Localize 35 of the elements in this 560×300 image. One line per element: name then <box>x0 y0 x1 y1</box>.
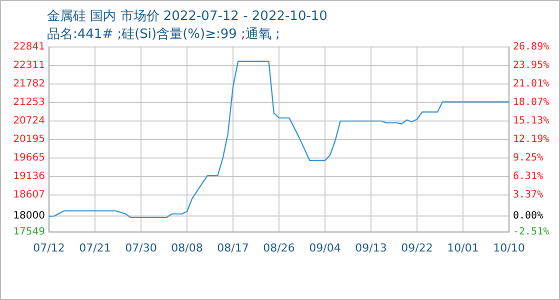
y2-tick-label: 26.89% <box>513 42 550 53</box>
y2-tick-label: 0.00% <box>513 210 544 222</box>
y2-tick-label: -2.51% <box>513 226 550 238</box>
y2-tick-label: 18.07% <box>513 97 550 108</box>
chart-title: 金属硅 国内 市场价 2022-07-12 - 2022-10-10 <box>47 8 328 25</box>
x-tick-label: 08/08 <box>171 241 203 254</box>
y-tick-label: 20724 <box>13 116 45 127</box>
x-tick-label: 07/12 <box>33 241 65 254</box>
x-tick-label: 10/10 <box>493 241 525 254</box>
y2-tick-label: 12.19% <box>513 134 550 145</box>
y2-tick-label: 3.37% <box>513 189 544 200</box>
y2-tick-label: 21.01% <box>513 78 550 90</box>
x-tick-label: 07/30 <box>125 241 157 254</box>
y-tick-label: 19665 <box>13 152 45 164</box>
x-tick-label: 07/21 <box>79 241 111 254</box>
x-tick-label: 09/13 <box>355 241 387 254</box>
x-tick-label: 09/04 <box>309 241 341 254</box>
y-tick-label: 21253 <box>13 97 45 108</box>
y-tick-label: 18000 <box>13 210 45 222</box>
x-tick-label: 10/01 <box>447 241 479 254</box>
y2-tick-label: 6.31% <box>513 170 544 182</box>
y2-tick-label: 9.25% <box>513 152 544 164</box>
y-tick-label: 19136 <box>13 170 45 182</box>
y-tick-label: 17549 <box>13 226 45 238</box>
y-tick-label: 20195 <box>13 134 45 145</box>
y2-tick-label: 15.13% <box>513 116 550 127</box>
x-tick-label: 09/22 <box>401 241 433 254</box>
x-tick-label: 08/26 <box>263 241 295 254</box>
y-tick-label: 22841 <box>13 42 45 53</box>
chart-subtitle: 品名:441# ;硅(Si)含量(%)≥:99 ;通氧 ; <box>47 26 280 43</box>
y-tick-label: 22311 <box>13 60 45 72</box>
x-tick-label: 08/17 <box>217 241 249 254</box>
y2-tick-label: 23.95% <box>513 60 550 72</box>
y-tick-label: 21782 <box>13 78 45 90</box>
y-tick-label: 18607 <box>13 189 45 200</box>
